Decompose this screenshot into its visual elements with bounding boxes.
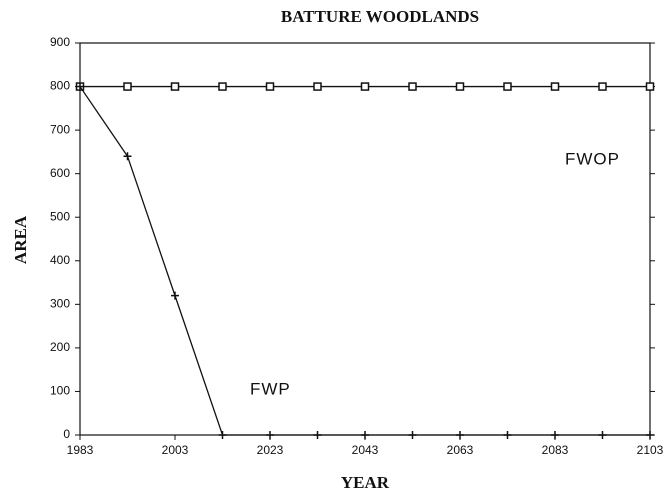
y-tick-label: 800 bbox=[50, 79, 70, 93]
x-tick-label: 2023 bbox=[257, 443, 284, 457]
marker bbox=[360, 82, 370, 91]
series-line bbox=[79, 86, 650, 436]
marker bbox=[598, 82, 607, 91]
marker bbox=[645, 82, 655, 91]
marker bbox=[361, 431, 369, 439]
plot-frame bbox=[79, 42, 651, 436]
marker bbox=[313, 431, 322, 439]
marker bbox=[76, 82, 84, 91]
marker bbox=[265, 82, 275, 91]
marker bbox=[551, 431, 559, 439]
marker bbox=[456, 431, 464, 439]
marker bbox=[313, 82, 322, 91]
marker bbox=[170, 82, 180, 91]
y-tick-label: 0 bbox=[63, 427, 70, 441]
y-tick-label: 500 bbox=[50, 209, 70, 223]
y-axis-label: AREA bbox=[11, 215, 30, 264]
x-tick-label: 2103 bbox=[637, 443, 664, 457]
marker bbox=[503, 82, 512, 91]
x-tick-label: 2083 bbox=[542, 443, 569, 457]
marker bbox=[218, 431, 227, 439]
marker bbox=[408, 431, 417, 439]
marker bbox=[123, 152, 132, 161]
series-label: FWP bbox=[250, 379, 291, 398]
marker bbox=[598, 431, 607, 439]
marker bbox=[123, 82, 132, 91]
y-tick-label: 400 bbox=[50, 253, 70, 267]
x-tick-label: 1983 bbox=[67, 443, 94, 457]
x-tick-label: 2003 bbox=[162, 443, 189, 457]
x-axis-label: YEAR bbox=[341, 473, 390, 492]
y-tick-label: 700 bbox=[50, 122, 70, 136]
y-tick-label: 600 bbox=[50, 166, 70, 180]
x-tick-label: 2063 bbox=[447, 443, 474, 457]
y-tick-label: 100 bbox=[50, 384, 70, 398]
x-tick-label: 2043 bbox=[352, 443, 379, 457]
marker bbox=[171, 291, 179, 300]
marker bbox=[266, 431, 274, 439]
marker bbox=[550, 82, 560, 91]
series-label: FWOP bbox=[565, 149, 620, 168]
marker bbox=[218, 82, 227, 91]
chart-title: BATTURE WOODLANDS bbox=[281, 7, 479, 26]
marker bbox=[646, 431, 654, 439]
y-tick-label: 200 bbox=[50, 340, 70, 354]
marker bbox=[455, 82, 465, 91]
y-tick-label: 900 bbox=[50, 35, 70, 49]
y-tick-label: 300 bbox=[50, 297, 70, 311]
marker bbox=[408, 82, 417, 91]
marker bbox=[503, 431, 512, 439]
